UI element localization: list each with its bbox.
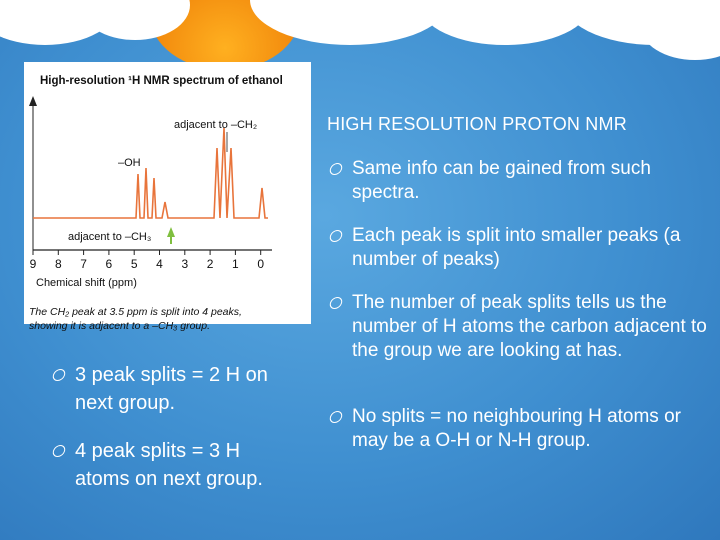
right-bullet-4: No splits = no neighbouring H atoms or m… [328, 405, 712, 453]
slide-title: HIGH RESOLUTION PROTON NMR [327, 114, 627, 134]
bullet-ring-icon [328, 163, 344, 175]
x-tick-label: 9 [30, 257, 37, 271]
bullet-ring-icon [328, 411, 344, 423]
right-bullet-2: Each peak is split into smaller peaks (a… [328, 224, 712, 272]
green-arrow-icon [167, 227, 175, 237]
x-tick-label: 5 [131, 257, 138, 271]
bullet-text: Each peak is split into smaller peaks (a… [352, 225, 681, 270]
left-bullet-1: 3 peak splits = 2 H on next group. [51, 361, 290, 417]
bullet-text: The number of peak splits tells us the n… [352, 292, 707, 361]
label-oh: –OH [118, 157, 141, 169]
x-tick-label: 0 [257, 257, 264, 271]
figure-title: High-resolution ¹H NMR spectrum of ethan… [40, 75, 283, 87]
x-axis-ticks: 9 8 7 6 5 4 3 2 1 0 [30, 250, 264, 271]
right-bullet-1: Same info can be gained from such spectr… [328, 157, 702, 205]
label-adjacent-ch3: adjacent to –CH₃ [68, 231, 151, 243]
x-tick-label: 7 [80, 257, 87, 271]
bullet-ring-icon [328, 297, 344, 309]
bullet-ring-icon [328, 230, 344, 242]
bullet-text: No splits = no neighbouring H atoms or m… [352, 406, 681, 451]
x-tick-label: 1 [232, 257, 239, 271]
bullet-ring-icon [51, 369, 67, 381]
x-tick-label: 3 [181, 257, 188, 271]
label-adjacent-ch2: adjacent to –CH₂ [174, 119, 257, 131]
y-axis-arrow-icon [29, 96, 37, 106]
bullet-text: 3 peak splits = 2 H on next group. [75, 364, 268, 414]
left-bullet-2: 4 peak splits = 3 H atoms on next group. [51, 437, 275, 493]
nmr-spectrum-figure: High-resolution ¹H NMR spectrum of ethan… [24, 62, 311, 324]
x-tick-label: 4 [156, 257, 163, 271]
x-tick-label: 2 [207, 257, 214, 271]
bullet-text: 4 peak splits = 3 H atoms on next group. [75, 440, 263, 490]
bullet-text: Same info can be gained from such spectr… [352, 158, 651, 203]
x-tick-label: 6 [106, 257, 113, 271]
figure-caption-line-1: The CH₂ peak at 3.5 ppm is split into 4 … [29, 306, 242, 318]
x-axis-label: Chemical shift (ppm) [36, 277, 137, 289]
bullet-ring-icon [51, 445, 67, 457]
right-bullet-3: The number of peak splits tells us the n… [328, 291, 712, 363]
caption-overlay: showing it is adjacent to a –CH₃ group. [29, 320, 210, 332]
x-tick-label: 8 [55, 257, 62, 271]
spectrum-trace [33, 127, 268, 219]
cloud-decoration [640, 0, 720, 60]
figure-caption-line-2: showing it is adjacent to a –CH₃ group. [29, 320, 210, 332]
